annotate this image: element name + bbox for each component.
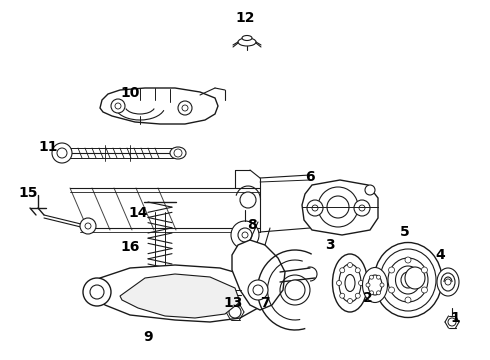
Circle shape xyxy=(111,99,125,113)
Circle shape xyxy=(229,306,241,318)
Circle shape xyxy=(366,283,370,287)
Circle shape xyxy=(421,287,427,293)
Text: 8: 8 xyxy=(247,218,257,232)
Circle shape xyxy=(150,285,170,305)
Ellipse shape xyxy=(395,266,420,294)
Circle shape xyxy=(285,280,305,300)
Polygon shape xyxy=(92,265,265,322)
Circle shape xyxy=(448,318,456,326)
Ellipse shape xyxy=(170,147,186,159)
Circle shape xyxy=(389,287,394,293)
Ellipse shape xyxy=(405,267,425,289)
Ellipse shape xyxy=(374,243,442,318)
Text: 15: 15 xyxy=(18,186,38,200)
Circle shape xyxy=(355,268,360,273)
Text: 12: 12 xyxy=(235,11,255,25)
Text: 10: 10 xyxy=(121,86,140,100)
Ellipse shape xyxy=(380,249,436,311)
Ellipse shape xyxy=(388,258,428,302)
Circle shape xyxy=(376,291,381,295)
Circle shape xyxy=(359,280,364,285)
Circle shape xyxy=(307,200,323,216)
Text: 4: 4 xyxy=(435,248,445,262)
Circle shape xyxy=(337,280,342,285)
Text: 1: 1 xyxy=(450,311,460,325)
Text: 7: 7 xyxy=(260,296,270,310)
Circle shape xyxy=(380,283,384,287)
Text: 2: 2 xyxy=(363,291,373,305)
Ellipse shape xyxy=(437,268,459,296)
Ellipse shape xyxy=(345,274,355,292)
Circle shape xyxy=(365,185,375,195)
Text: 6: 6 xyxy=(305,170,315,184)
Circle shape xyxy=(405,297,411,303)
Text: 5: 5 xyxy=(400,225,410,239)
Circle shape xyxy=(376,275,381,279)
Ellipse shape xyxy=(339,264,361,302)
Circle shape xyxy=(242,232,248,238)
Circle shape xyxy=(80,218,96,234)
Ellipse shape xyxy=(441,273,455,291)
Ellipse shape xyxy=(368,275,382,295)
Circle shape xyxy=(389,267,394,273)
Text: 13: 13 xyxy=(223,296,243,310)
Circle shape xyxy=(369,275,373,279)
Circle shape xyxy=(178,101,192,115)
Polygon shape xyxy=(120,274,240,318)
Text: 14: 14 xyxy=(128,206,148,220)
Ellipse shape xyxy=(242,36,252,41)
Circle shape xyxy=(347,298,352,303)
Circle shape xyxy=(347,262,352,267)
Ellipse shape xyxy=(238,38,256,46)
Ellipse shape xyxy=(333,254,368,312)
Polygon shape xyxy=(232,240,285,310)
Circle shape xyxy=(405,257,411,263)
Circle shape xyxy=(52,143,72,163)
Text: 3: 3 xyxy=(325,238,335,252)
Text: 11: 11 xyxy=(38,140,58,154)
Text: 9: 9 xyxy=(143,330,153,344)
Circle shape xyxy=(340,293,345,298)
Ellipse shape xyxy=(363,267,388,302)
Circle shape xyxy=(340,268,345,273)
Circle shape xyxy=(421,267,427,273)
Circle shape xyxy=(248,280,268,300)
Circle shape xyxy=(354,200,370,216)
Circle shape xyxy=(445,279,451,285)
Circle shape xyxy=(355,293,360,298)
Polygon shape xyxy=(302,180,378,235)
Circle shape xyxy=(240,192,256,208)
Circle shape xyxy=(369,291,373,295)
Circle shape xyxy=(83,278,111,306)
Text: 16: 16 xyxy=(121,240,140,254)
Circle shape xyxy=(231,221,259,249)
Polygon shape xyxy=(100,88,218,124)
Ellipse shape xyxy=(401,272,415,288)
